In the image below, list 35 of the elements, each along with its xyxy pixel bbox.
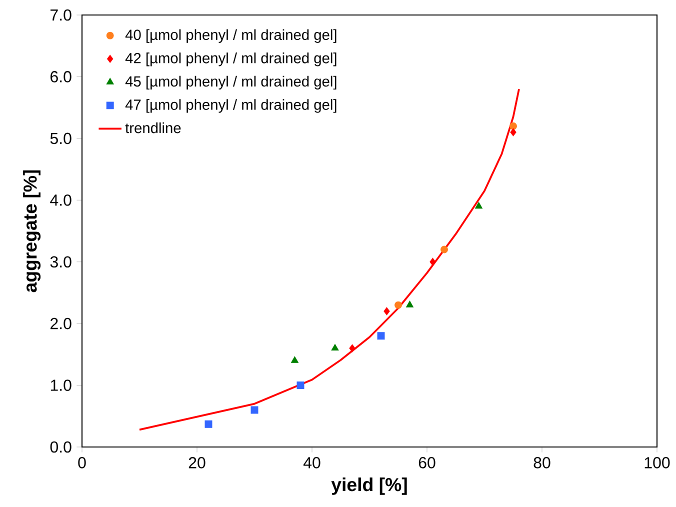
y-tick-label: 5.0	[50, 132, 72, 144]
point	[475, 202, 482, 209]
point	[349, 344, 356, 352]
point	[510, 128, 516, 136]
y-axis-title: aggregate [%]	[23, 170, 41, 292]
y-tick-label: 4.0	[50, 194, 72, 206]
point	[384, 307, 390, 316]
legend-label: trendline	[125, 122, 181, 134]
point	[510, 122, 517, 130]
y-tick-label: 6.0	[50, 71, 72, 83]
y-tick-label: 7.0	[50, 10, 72, 21]
x-tick-label: 40	[303, 457, 320, 469]
x-tick-label: 80	[534, 457, 550, 469]
legend-label: 42 [µmol phenyl / ml drained gel]	[125, 52, 336, 66]
legend-label: 47 [µmol phenyl / ml drained gel]	[125, 99, 336, 113]
point	[291, 356, 298, 364]
x-tick-label: 100	[644, 457, 670, 469]
point	[204, 420, 212, 428]
y-tick-label: 2.0	[50, 318, 72, 330]
y-tick-label: 3.0	[50, 256, 72, 268]
point	[331, 344, 339, 351]
x-tick-label: 60	[418, 457, 436, 469]
point	[250, 406, 258, 414]
x-tick-label: 20	[188, 457, 206, 469]
point	[296, 382, 304, 390]
legend-label: 45 [µmol phenyl / ml drained gel]	[125, 76, 336, 90]
x-tick-label: 0	[78, 457, 86, 469]
point	[377, 332, 385, 340]
point	[406, 300, 414, 308]
y-tick-label: 1.0	[50, 380, 72, 392]
point	[394, 301, 402, 309]
x-axis-title: yield [%]	[331, 478, 407, 496]
legend-label: 40 [µmol phenyl / ml drained gel]	[125, 29, 336, 44]
y-tick-label: 0.0	[50, 442, 72, 453]
point	[440, 246, 448, 254]
